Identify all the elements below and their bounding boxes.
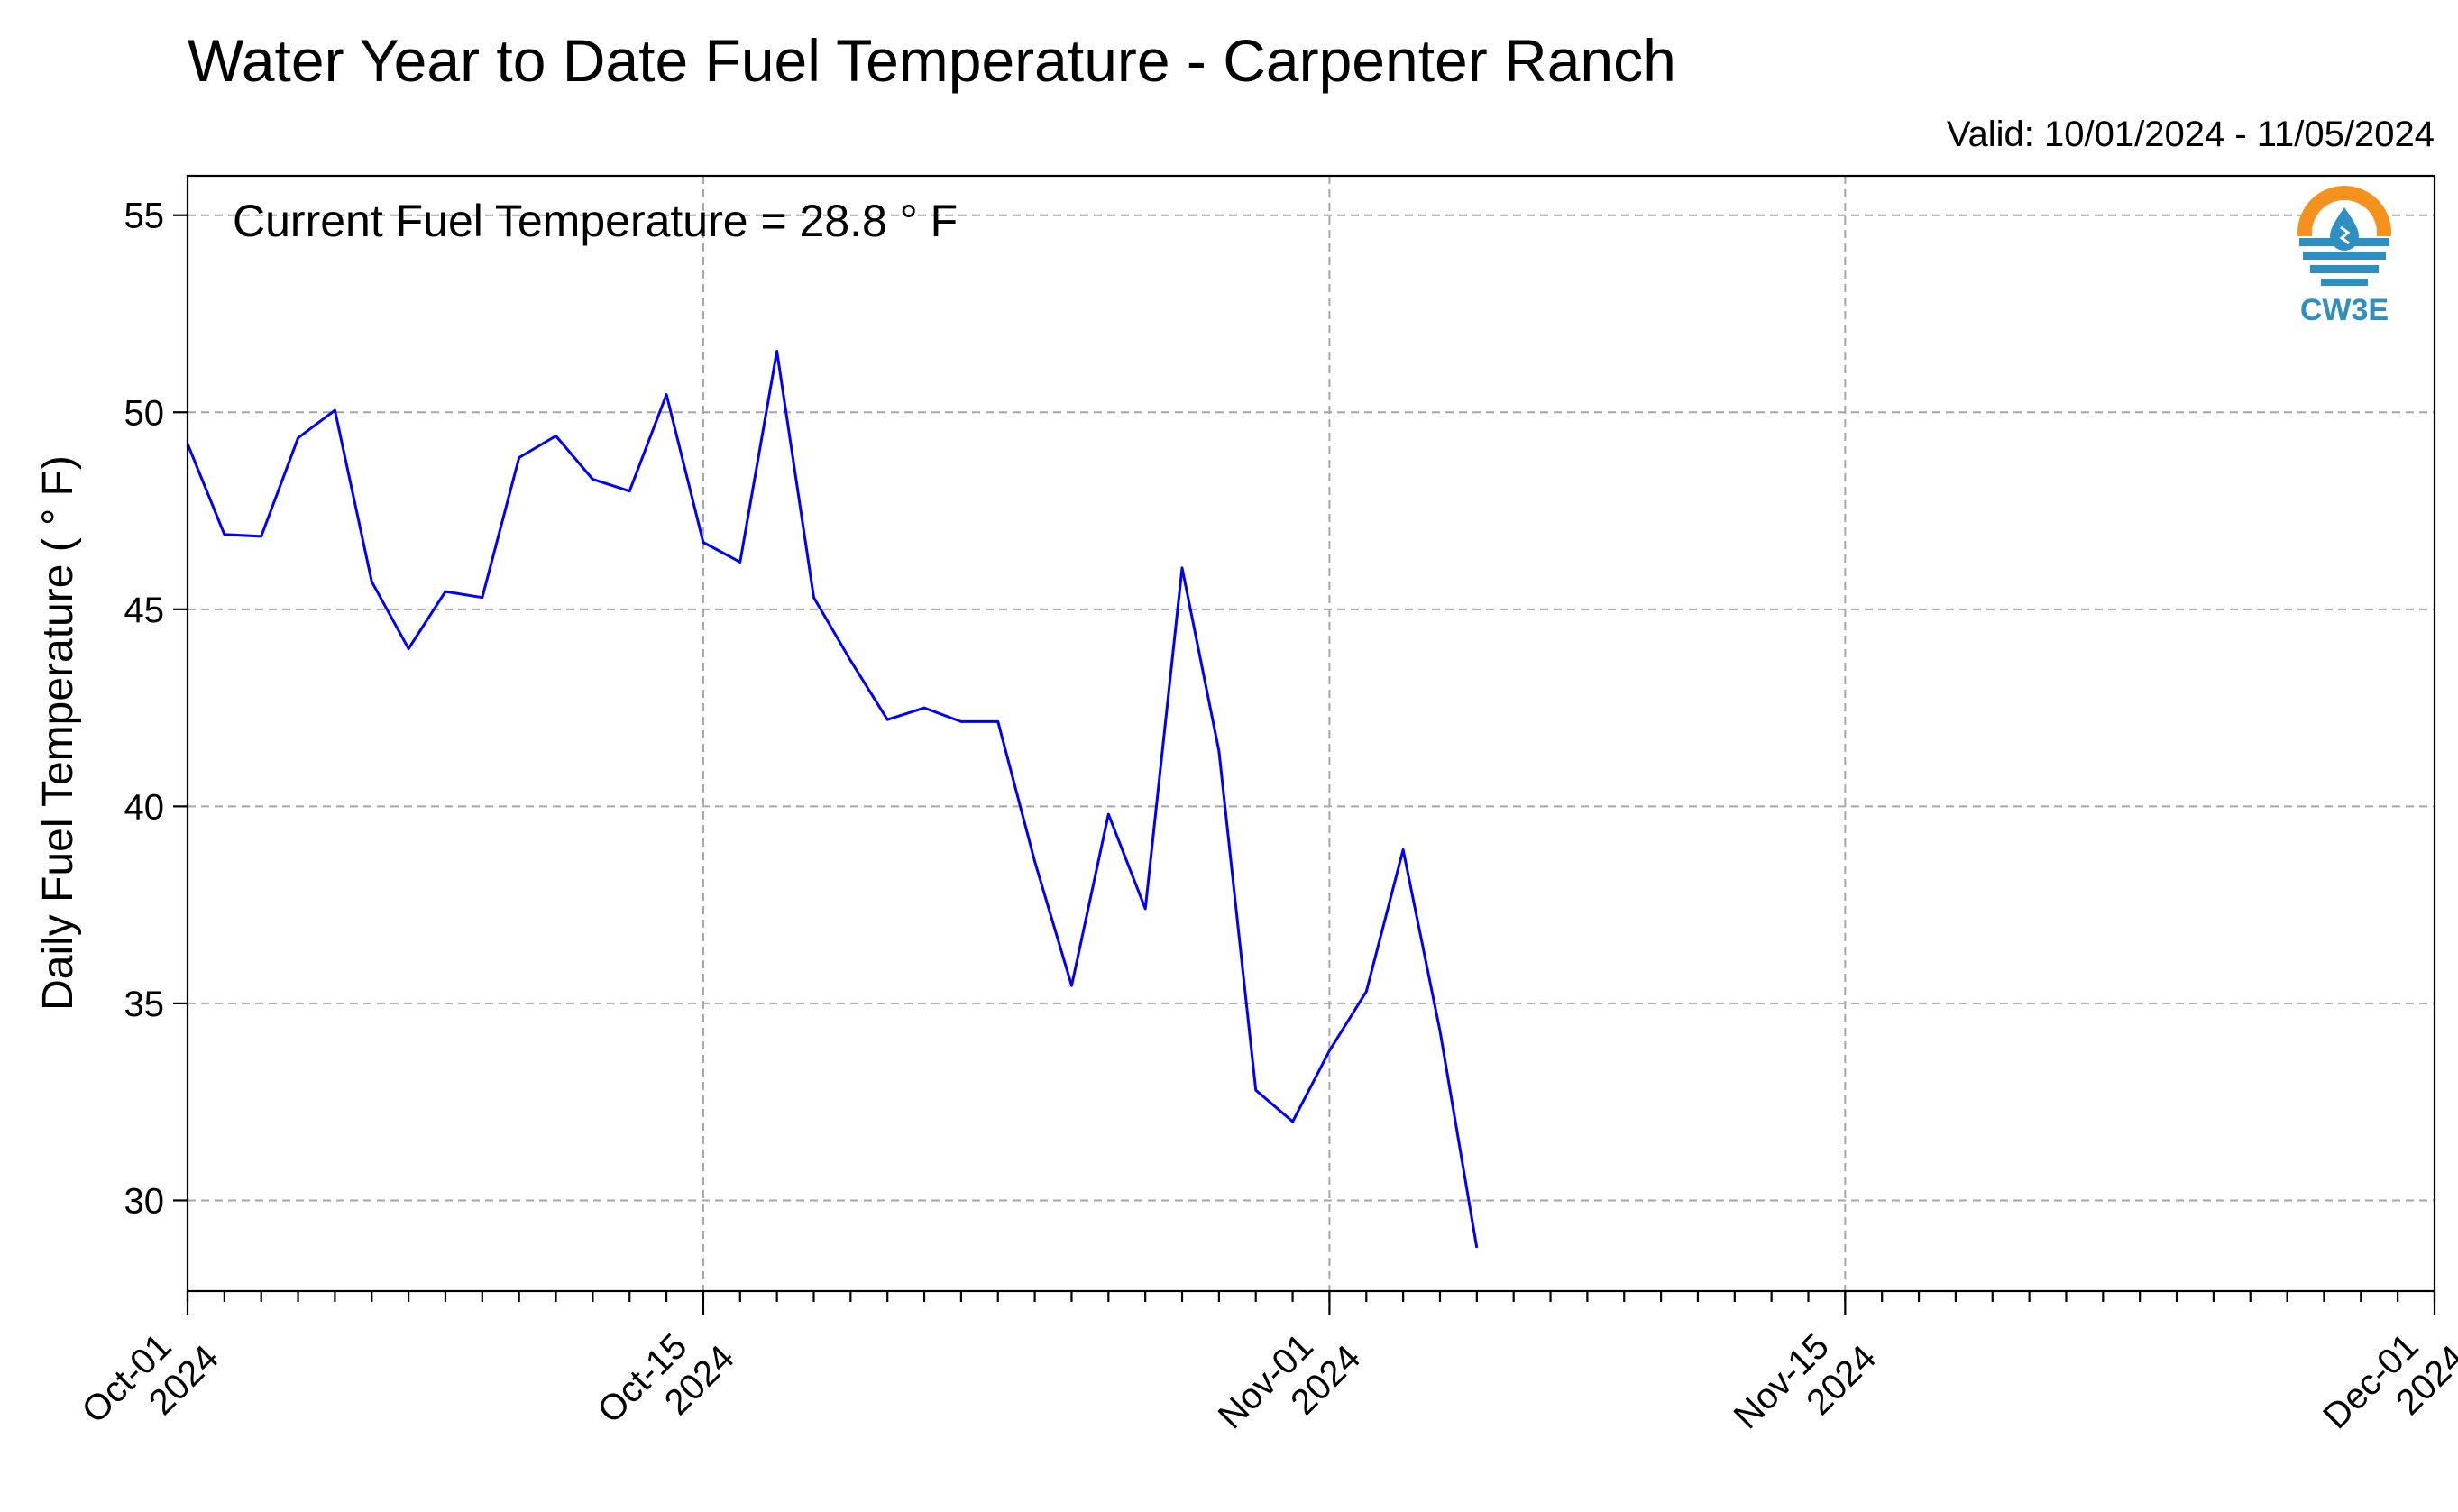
y-tick-label: 35 [124, 985, 165, 1024]
plot-frame [186, 174, 2436, 1293]
cw3e-logo: CW3E [2296, 186, 2393, 327]
y-tick-label: 40 [124, 787, 165, 827]
data-point [1255, 1089, 1257, 1091]
data-point [1144, 908, 1146, 910]
tick-labels: 30 35 40 45 50 55 Oct-012024 Oct-152024 Nov-0120… [75, 197, 2458, 1466]
data-point [813, 597, 814, 599]
x-tick-label: Dec-012024 [2316, 1308, 2458, 1466]
current-temperature-annotation: Current Fuel Temperature = 28.8 ° F [233, 196, 958, 246]
water-drop-logo-icon [2296, 186, 2393, 287]
data-point [445, 591, 446, 592]
data-point [739, 561, 741, 563]
data-point [702, 542, 704, 543]
data-point [1365, 991, 1367, 993]
data-point [997, 720, 999, 722]
data-point [1034, 861, 1036, 863]
data-point [1292, 1121, 1294, 1123]
data-point [1181, 567, 1183, 569]
valid-date-range: Valid: 10/01/2024 - 11/05/2024 [1947, 115, 2435, 154]
x-tick-label: Oct-152024 [591, 1308, 742, 1460]
data-point [665, 394, 667, 396]
data-point [960, 720, 962, 722]
data-point [849, 660, 851, 662]
x-tick-label: Nov-012024 [1211, 1308, 1369, 1466]
data-point [1107, 813, 1109, 815]
y-tick-label: 50 [124, 393, 165, 433]
axis-ticks [173, 214, 2436, 1315]
x-tick-label: Oct-012024 [75, 1308, 226, 1460]
cw3e-logo-text: CW3E [2300, 293, 2389, 327]
x-tick-label: Nov-152024 [1727, 1308, 1885, 1466]
grid-lines [188, 176, 2435, 1291]
data-point [886, 719, 888, 720]
data-point [1071, 985, 1072, 986]
y-tick-label: 30 [124, 1181, 165, 1221]
data-point [923, 707, 925, 709]
fuel-temperature-line [186, 350, 1479, 1249]
y-axis-label: Daily Fuel Temperature ( ° F) [34, 455, 82, 1011]
y-tick-label: 55 [124, 197, 165, 236]
data-point [1402, 848, 1404, 850]
y-tick-label: 45 [124, 591, 165, 630]
data-point [1476, 1247, 1478, 1249]
data-point [592, 479, 593, 481]
data-point [408, 648, 409, 649]
data-point [1328, 1049, 1330, 1051]
data-point [776, 351, 778, 352]
data-point [1218, 750, 1220, 752]
data-point [555, 435, 556, 436]
series-layer [186, 350, 1479, 1249]
data-point [224, 534, 225, 536]
chart-title: Water Year to Date Fuel Temperature - Ca… [188, 27, 1676, 94]
data-point [628, 490, 630, 492]
data-point [518, 457, 520, 458]
